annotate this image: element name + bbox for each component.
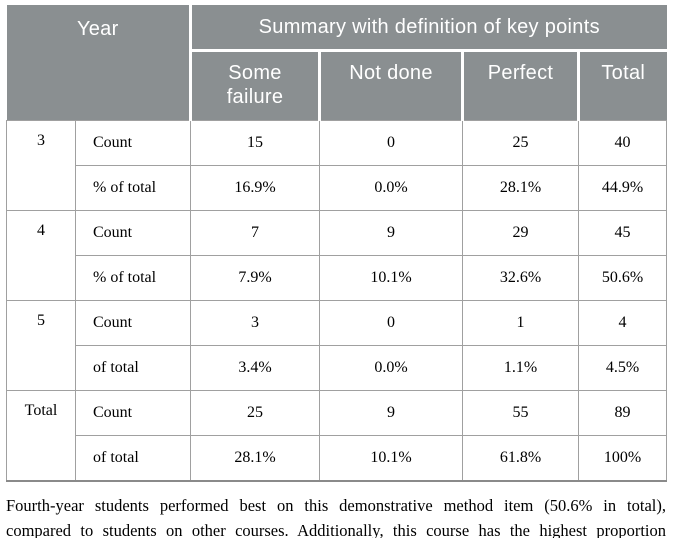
value-cell: 10.1% — [319, 255, 463, 301]
table-row: of total 28.1% 10.1% 61.8% 100% — [7, 435, 667, 482]
value-cell: 28.1% — [462, 165, 579, 211]
row-label-cell: % of total — [75, 165, 191, 211]
value-cell: 15 — [190, 120, 320, 166]
table-row: 4 Count 7 9 29 45 — [6, 210, 667, 301]
row-label-cell: Count — [75, 300, 191, 346]
year-cell: 3 — [6, 120, 76, 211]
value-cell: 0 — [319, 120, 463, 166]
value-cell: 4.5% — [578, 345, 667, 391]
table-row: 5 Count 3 0 1 4 — [6, 300, 667, 391]
value-cell: 10.1% — [319, 435, 463, 482]
value-cell: 9 — [319, 210, 463, 256]
value-cell: 61.8% — [462, 435, 579, 482]
table-row: 3 Count 15 0 25 40 — [6, 120, 667, 211]
value-cell: 9 — [319, 390, 463, 436]
column-header-summary: Summary with definition of key points — [190, 5, 667, 52]
column-header-perfect: Perfect — [461, 50, 579, 121]
value-cell: 25 — [190, 390, 320, 436]
value-cell: 29 — [462, 210, 579, 256]
value-cell: 100% — [578, 435, 667, 482]
row-label-cell: Count — [75, 210, 191, 256]
value-cell: 0.0% — [319, 165, 463, 211]
value-cell: 32.6% — [462, 255, 579, 301]
value-cell: 89 — [578, 390, 667, 436]
value-cell: 0.0% — [319, 345, 463, 391]
value-cell: 40 — [578, 120, 667, 166]
value-cell: 55 — [462, 390, 579, 436]
value-cell: 1 — [462, 300, 579, 346]
value-cell: 7.9% — [190, 255, 320, 301]
table-row: % of total 16.9% 0.0% 28.1% 44.9% — [7, 165, 667, 211]
value-cell: 25 — [462, 120, 579, 166]
column-header-some-failure: Some failure — [190, 50, 320, 121]
value-cell: 45 — [578, 210, 667, 256]
value-cell: 28.1% — [190, 435, 320, 482]
table-row: of total 3.4% 0.0% 1.1% 4.5% — [7, 345, 667, 391]
footnote-line-1: Fourth-year students performed best on t… — [6, 496, 666, 515]
value-cell: 44.9% — [578, 165, 667, 211]
column-header-total: Total — [577, 50, 667, 121]
row-label-cell: Count — [75, 390, 191, 436]
year-cell: 5 — [6, 300, 76, 391]
table-body: 3 Count 15 0 25 40 % of total 16.9% 0.0%… — [6, 120, 667, 482]
table-row: Total Count 25 9 55 89 — [6, 390, 667, 482]
value-cell: 3.4% — [190, 345, 320, 391]
summary-table: Year Summary with definition of key poin… — [6, 5, 667, 482]
table-header: Year Summary with definition of key poin… — [6, 5, 667, 121]
row-label-cell: % of total — [75, 255, 191, 301]
value-cell: 50.6% — [578, 255, 667, 301]
value-cell: 4 — [578, 300, 667, 346]
value-cell: 3 — [190, 300, 320, 346]
column-header-not-done: Not done — [318, 50, 463, 121]
year-cell: Total — [6, 390, 76, 482]
table-figure: Year Summary with definition of key poin… — [6, 5, 667, 538]
row-label-cell: of total — [75, 345, 191, 391]
column-header-year: Year — [6, 5, 192, 121]
table-footnote: Fourth-year students performed best on t… — [6, 493, 666, 538]
footnote-line-2: compared to students on other courses. A… — [6, 521, 666, 538]
value-cell: 7 — [190, 210, 320, 256]
value-cell: 0 — [319, 300, 463, 346]
value-cell: 16.9% — [190, 165, 320, 211]
row-label-cell: Count — [75, 120, 191, 166]
value-cell: 1.1% — [462, 345, 579, 391]
row-label-cell: of total — [75, 435, 191, 482]
year-cell: 4 — [6, 210, 76, 301]
table-row: % of total 7.9% 10.1% 32.6% 50.6% — [7, 255, 667, 301]
